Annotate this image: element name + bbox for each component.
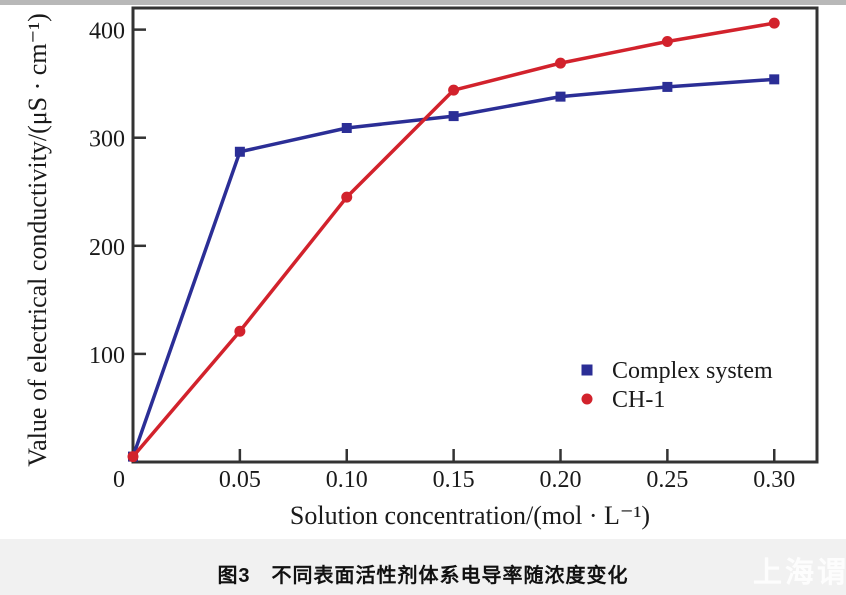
y-tick-label: 300	[89, 127, 125, 153]
legend: Complex system CH-1	[581, 358, 773, 413]
data-point-circle	[768, 17, 780, 29]
x-tick-label: 0.20	[540, 467, 582, 493]
legend-marker-complex-system	[581, 364, 593, 376]
x-tick-label: 0.15	[433, 467, 475, 493]
data-point-square	[769, 74, 780, 85]
data-point-circle	[661, 36, 673, 48]
series-line-0	[131, 77, 776, 459]
y-tick-label: 200	[89, 235, 125, 261]
conductivity-line-chart: 0 0.05 0.10 0.15 0.20 0.25 0.30 100 200 300 400 So…	[23, 6, 819, 530]
data-point-circle	[448, 84, 460, 96]
plot-box-spines	[131, 6, 819, 464]
x-axis-title: Solution concentration/(mol · L⁻¹)	[290, 501, 650, 530]
caption-band: 图3 不同表面活性剂体系电导率随浓度变化 上海谓	[0, 539, 846, 595]
legend-label-complex-system: Complex system	[612, 358, 773, 384]
series-layer	[127, 17, 780, 463]
data-point-square	[341, 122, 352, 133]
y-axis-title: Value of electrical conductivity/(μS · c…	[23, 13, 52, 466]
page-top-edge	[0, 0, 846, 5]
data-point-circle	[341, 191, 353, 203]
x-tick-label: 0.30	[753, 467, 795, 493]
y-tick-label: 400	[89, 19, 125, 45]
data-point-square	[662, 81, 673, 92]
legend-label-ch1: CH-1	[612, 387, 665, 413]
chart-area: 0 0.05 0.10 0.15 0.20 0.25 0.30 100 200 300 400 So…	[23, 6, 819, 530]
x-tick-label: 0	[113, 467, 125, 493]
y-tick-label: 100	[89, 343, 125, 369]
figure-caption: 图3 不同表面活性剂体系电导率随浓度变化	[217, 565, 629, 587]
watermark-text: 上海谓	[753, 557, 846, 589]
data-point-square	[448, 111, 459, 122]
x-tick-label: 0.10	[326, 467, 368, 493]
data-point-circle	[127, 451, 139, 463]
axes-layer: 0 0.05 0.10 0.15 0.20 0.25 0.30 100 200 300 400	[89, 6, 819, 493]
x-tick-label: 0.05	[219, 467, 261, 493]
data-point-circle	[234, 325, 246, 337]
data-point-square	[234, 146, 245, 157]
data-point-circle	[555, 57, 566, 69]
legend-marker-ch1	[581, 393, 593, 405]
x-tick-label: 0.25	[646, 467, 688, 493]
data-point-square	[555, 91, 566, 102]
